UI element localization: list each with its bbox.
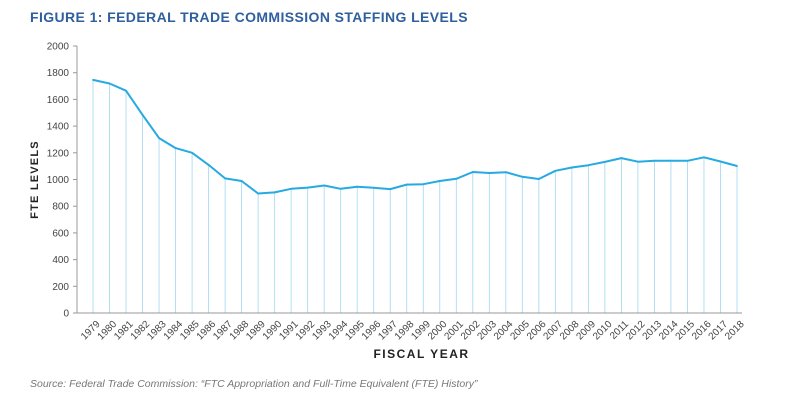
data-point [587, 164, 590, 167]
y-tick-label: 1400 [47, 122, 70, 133]
data-point [125, 89, 127, 92]
y-tick-label: 200 [52, 282, 69, 293]
y-tick-label: 600 [52, 228, 69, 239]
y-axis-title: FTE LEVELS [29, 140, 41, 219]
data-point [422, 183, 425, 186]
data-point [504, 171, 507, 174]
y-tick-label: 400 [52, 255, 69, 266]
fte-series-line [92, 78, 738, 195]
data-point [455, 177, 458, 180]
source-note: Source: Federal Trade Commission: “FTC A… [30, 378, 478, 390]
data-point [686, 159, 689, 162]
y-tick-label: 1200 [47, 148, 70, 159]
data-point [273, 191, 276, 194]
data-point [570, 166, 573, 169]
data-point [471, 171, 474, 173]
y-tick-label: 0 [63, 309, 69, 320]
y-tick-label: 1000 [47, 175, 70, 186]
data-point [405, 183, 408, 186]
data-point [372, 186, 375, 189]
data-point [339, 187, 342, 190]
y-tick-label: 2000 [47, 42, 70, 53]
figure-title: FIGURE 1: FEDERAL TRADE COMMISSION STAFF… [30, 9, 468, 25]
data-point [323, 184, 326, 187]
data-point [108, 82, 111, 85]
data-point [141, 113, 144, 116]
x-tick-label: 2018 [723, 319, 747, 343]
data-point [224, 177, 227, 180]
data-point [620, 157, 623, 160]
y-tick-label: 800 [52, 202, 69, 213]
data-point [207, 164, 210, 166]
data-point [736, 165, 738, 167]
x-axis-title: FISCAL YEAR [373, 347, 469, 361]
data-point [306, 186, 309, 189]
data-point [191, 151, 193, 154]
data-point [438, 180, 441, 182]
data-point [92, 79, 94, 81]
data-point [389, 188, 392, 191]
data-point [670, 159, 672, 162]
data-point [603, 160, 606, 163]
data-point [719, 160, 722, 163]
data-point [240, 180, 243, 182]
data-point [174, 147, 177, 150]
data-point [356, 185, 359, 188]
data-point [637, 160, 639, 163]
data-point [554, 169, 557, 172]
data-point [703, 156, 705, 159]
data-point [158, 137, 160, 140]
data-point [290, 187, 293, 190]
data-point [488, 172, 491, 174]
data-point [257, 192, 260, 195]
y-tick-label: 1600 [47, 95, 70, 106]
data-point [537, 178, 540, 180]
y-tick-label: 1800 [47, 68, 70, 79]
data-point [653, 159, 656, 162]
data-point [521, 175, 524, 178]
